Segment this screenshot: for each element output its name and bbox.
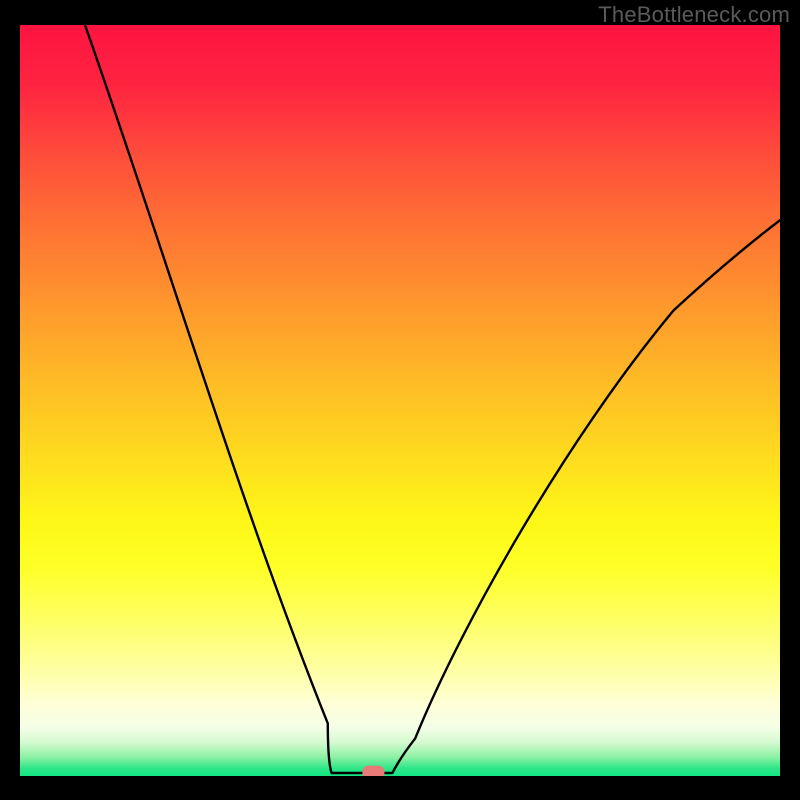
gradient-background bbox=[20, 25, 780, 776]
chart-container: TheBottleneck.com bbox=[0, 0, 800, 800]
bottleneck-chart bbox=[0, 0, 800, 800]
watermark-text: TheBottleneck.com bbox=[598, 2, 790, 28]
